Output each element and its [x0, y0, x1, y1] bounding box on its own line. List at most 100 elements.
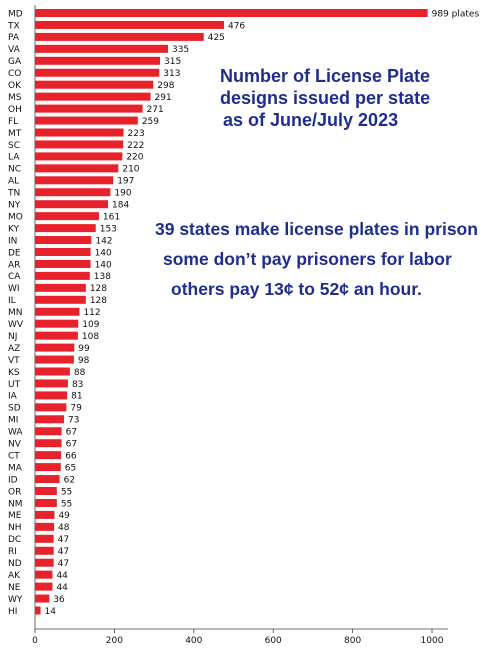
- bar-ms: [35, 92, 151, 101]
- bar-dc: [35, 534, 54, 543]
- value-label: 83: [72, 380, 83, 390]
- bar-ca: [35, 271, 90, 280]
- bar-ma: [35, 463, 61, 472]
- bar-id: [35, 475, 60, 484]
- bar-wv: [35, 319, 79, 328]
- value-label: 67: [66, 440, 77, 450]
- value-label: 291: [155, 93, 172, 103]
- category-label: RI: [8, 547, 17, 557]
- value-label: 36: [53, 595, 65, 605]
- value-label: 271: [147, 105, 164, 115]
- value-label: 98: [78, 356, 90, 366]
- value-label: 73: [68, 416, 79, 426]
- category-label: OR: [8, 487, 21, 497]
- category-label: OH: [8, 105, 22, 115]
- value-label: 44: [56, 583, 68, 593]
- category-label: CT: [8, 451, 20, 461]
- bar-pa: [35, 32, 204, 41]
- value-label: 222: [127, 141, 144, 151]
- category-label: UT: [8, 380, 21, 390]
- category-label: MD: [8, 9, 23, 19]
- bar-nv: [35, 439, 62, 448]
- bar-ak: [35, 570, 53, 579]
- value-label: 476: [228, 21, 245, 31]
- value-label: 989 plates: [432, 9, 480, 19]
- value-label: 223: [128, 129, 145, 139]
- value-label: 55: [61, 499, 72, 509]
- category-label: IL: [8, 296, 16, 306]
- value-label: 128: [90, 284, 107, 294]
- title-line: as of June/July 2023: [223, 110, 399, 130]
- bar-ne: [35, 582, 53, 591]
- value-label: 220: [126, 153, 143, 163]
- category-label: MT: [8, 129, 22, 139]
- bar-ct: [35, 451, 62, 460]
- category-label: TX: [7, 21, 20, 31]
- category-label: AZ: [8, 344, 20, 354]
- x-tick-label: 1000: [421, 636, 444, 646]
- bar-fl: [35, 116, 138, 125]
- bar-la: [35, 152, 123, 161]
- title-line: designs issued per state: [220, 88, 431, 108]
- bar-az: [35, 343, 75, 352]
- category-label: IN: [8, 236, 17, 246]
- bar-sd: [35, 403, 67, 412]
- category-label: MI: [8, 416, 18, 426]
- category-label: TN: [7, 189, 20, 199]
- value-label: 140: [95, 260, 112, 270]
- bar-ar: [35, 259, 91, 268]
- category-label: WV: [8, 320, 24, 330]
- category-label: VA: [8, 45, 21, 55]
- x-tick-label: 200: [106, 636, 123, 646]
- category-label: DE: [8, 248, 21, 258]
- category-label: OK: [8, 81, 22, 91]
- category-label: IA: [8, 392, 18, 402]
- category-label: KS: [8, 368, 20, 378]
- value-label: 197: [117, 177, 134, 187]
- value-label: 142: [95, 236, 112, 246]
- category-label: NJ: [8, 332, 17, 342]
- value-label: 79: [70, 404, 82, 414]
- annotation-line: 39 states make license plates in prison: [155, 219, 478, 239]
- value-label: 315: [164, 57, 181, 67]
- bar-sc: [35, 140, 124, 149]
- category-label: AR: [8, 260, 20, 270]
- value-label: 99: [78, 344, 90, 354]
- value-label: 140: [95, 248, 112, 258]
- bar-ky: [35, 224, 96, 233]
- chart-annotation: 39 states make license plates in prison …: [155, 218, 478, 300]
- bar-il: [35, 295, 86, 304]
- bar-nh: [35, 522, 55, 531]
- bar-hi: [35, 606, 41, 615]
- bar-wi: [35, 283, 86, 292]
- annotation-line: others pay 13¢ to 52¢ an hour.: [171, 279, 422, 299]
- category-label: MS: [8, 93, 22, 103]
- category-label: NC: [8, 165, 21, 175]
- bar-ok: [35, 80, 154, 89]
- value-label: 62: [64, 475, 75, 485]
- category-label: AK: [8, 571, 21, 581]
- value-label: 138: [94, 272, 111, 282]
- value-label: 55: [61, 487, 72, 497]
- value-label: 67: [66, 428, 77, 438]
- value-label: 153: [100, 224, 117, 234]
- bar-tx: [35, 20, 224, 29]
- category-label: KY: [8, 224, 20, 234]
- bar-mn: [35, 307, 80, 316]
- category-label: CA: [8, 272, 21, 282]
- x-tick-label: 800: [344, 636, 361, 646]
- bar-nj: [35, 331, 78, 340]
- value-label: 66: [65, 451, 77, 461]
- value-label: 161: [103, 212, 120, 222]
- value-label: 81: [71, 392, 82, 402]
- value-label: 44: [56, 571, 68, 581]
- value-label: 109: [82, 320, 99, 330]
- category-label: AL: [8, 177, 19, 187]
- category-label: NY: [8, 201, 21, 211]
- category-label: CO: [8, 69, 21, 79]
- value-label: 190: [114, 189, 131, 199]
- category-label: LA: [8, 153, 20, 163]
- value-label: 47: [58, 535, 69, 545]
- bar-me: [35, 510, 55, 519]
